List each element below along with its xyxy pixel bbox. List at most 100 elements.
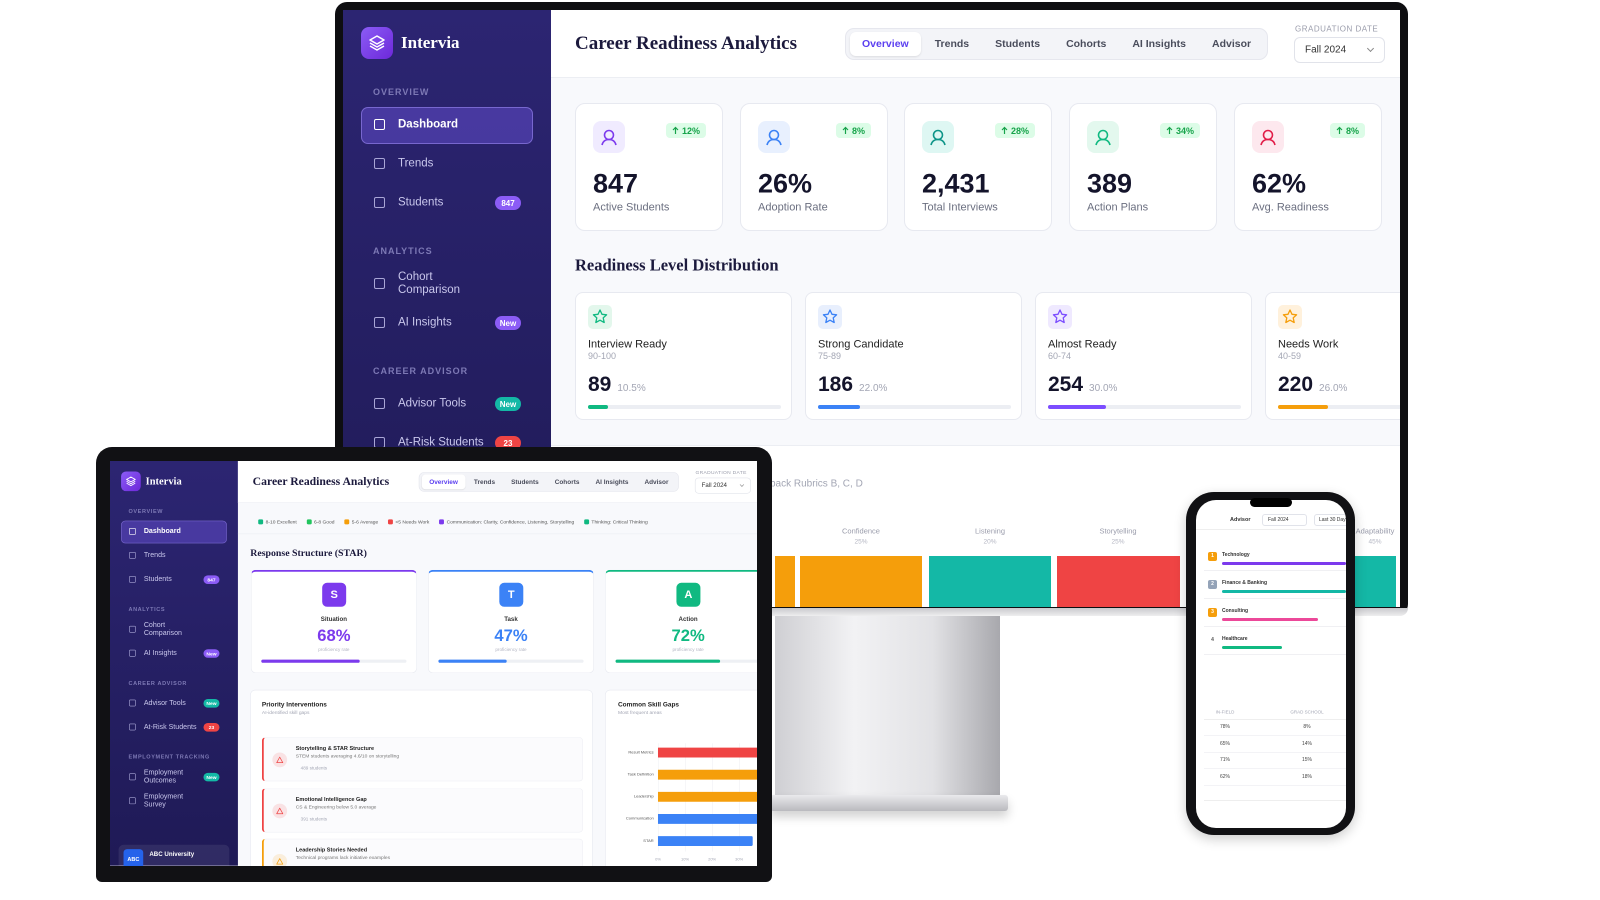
tab[interactable]: Trends [473,478,496,486]
tab[interactable]: Overview [421,474,466,490]
level-stat: 89 10.5% [588,373,646,397]
level-track [588,405,781,409]
nav-badge: 23 [495,436,521,450]
tab[interactable]: Students [511,478,539,486]
legend-item: 8-10 Excellent [258,519,297,525]
kpi-value: 26% [758,168,813,199]
nav-item[interactable]: Cohort Comparison [143,621,182,637]
legend-label: <5 Needs Work [395,519,430,525]
phone-select[interactable]: Last 30 Days [1314,514,1346,526]
card-subtitle: AI-identified skill gaps [261,709,310,716]
nav-badge: New [203,772,220,782]
icon [1282,309,1298,324]
star-name: Action [678,616,698,623]
table-cell: 15% [1301,757,1312,764]
phone-screen: Advisor Fall 2024 Last 30 Days 1 Technology 2… [1196,500,1346,828]
kpi-icon [1087,121,1119,153]
nav-icon [129,723,136,731]
tab[interactable]: Trends [934,38,970,50]
graduation-select[interactable]: Fall 2024 [1294,37,1385,63]
legend: 8-10 Excellent 6-8 Good 5-6 Average <5 Need… [258,518,648,527]
table-cell: 78% [1219,724,1230,731]
nav-heading: ANALYTICS [128,606,166,613]
nav-icon [129,625,136,633]
tab[interactable]: Students [995,38,1041,50]
tab[interactable]: Overview [850,32,921,56]
nav-item[interactable]: Dashboard [398,118,459,131]
nav-item[interactable]: Employment Survey [143,792,184,809]
laptop-content: Intervia OVERVIEW Dashboard Trends Students 8… [110,461,757,866]
phone-select[interactable]: Fall 2024 [1262,514,1307,526]
level-name: Interview Ready [588,338,667,351]
y-tick-label: Leadership [633,794,654,799]
phone-tab[interactable]: Advisor [1230,516,1251,523]
level-icon [1048,305,1072,329]
nav-item[interactable]: At-Risk Students [398,436,484,449]
industry-bar [1222,618,1318,621]
nav-badge: 23 [203,722,220,732]
row-divider [1204,654,1346,655]
alert-icon [276,807,284,815]
level-share: 22.0% [859,383,888,394]
tab[interactable]: AI Insights [1132,38,1186,50]
intervention: Storytelling & STAR Structure STEM studen… [261,737,583,782]
legend-item: <5 Needs Work [388,519,429,525]
level-share: 26.0% [1319,383,1348,394]
tab[interactable]: Cohorts [1066,38,1107,50]
star-card: T Task 47% proficiency rate [427,569,595,674]
legend-label: 6-8 Good [314,519,335,525]
kpi-change-value: 28% [1010,125,1029,136]
legend-swatch [439,519,445,525]
row-divider [1204,784,1346,786]
icon [1260,129,1276,146]
intervention-title: Emotional Intelligence Gap [295,796,367,803]
legend-label: Thinking: Critical Thinking [591,519,648,525]
level-count: 220 [1278,373,1314,396]
kpi-label: Action Plans [1087,201,1149,214]
star-bar [438,659,507,663]
kpi-change-value: 8% [1345,125,1359,136]
nav-item[interactable]: At-Risk Students [143,723,197,731]
nav-item[interactable]: AI Insights [398,316,452,329]
card-title: Priority Interventions [261,700,327,709]
tab[interactable]: Advisor [1211,38,1252,50]
nav-heading: CAREER ADVISOR [373,365,469,376]
tab[interactable]: Cohorts [554,478,580,486]
graduation-value: Fall 2024 [701,482,727,489]
kpi-icon [1252,121,1284,153]
monitor-chin [335,608,1408,616]
graduation-select[interactable]: Fall 2024 [694,477,751,494]
phone-notch [1250,498,1292,507]
row-divider [1204,768,1346,769]
nav-item[interactable]: Advisor Tools [398,397,467,410]
nav-heading: CAREER ADVISOR [128,679,187,686]
rubric-text: back Rubrics B, C, D [770,478,863,490]
star-card: A Action 72% proficiency rate [605,569,757,674]
level-card: Strong Candidate 75-89 186 22.0% [805,292,1022,420]
chevron [1366,44,1375,53]
nav-item[interactable]: Cohort Comparison [398,270,460,296]
nav-item[interactable]: Dashboard [143,527,181,536]
nav-item[interactable]: Trends [143,551,166,560]
tab[interactable]: AI Insights [595,478,629,486]
nav-item[interactable]: Employment Outcomes [143,768,184,785]
industry-name: Finance & Banking [1222,580,1268,587]
nav-item[interactable]: Students [143,575,172,584]
nav-item[interactable]: Students [398,196,444,209]
alert-icon [276,858,284,865]
nav-icon [129,699,136,707]
legend-label: 5-6 Average [351,519,379,525]
table-cell: 18% [1301,773,1312,780]
nav-item[interactable]: AI Insights [143,649,177,657]
intervention-icon [272,752,288,768]
star-caption: proficiency rate [318,646,350,653]
nav-item[interactable]: Advisor Tools [143,699,186,707]
kpi-change: 12% [665,123,706,138]
nav-icon [129,649,136,657]
industry-name: Technology [1222,552,1250,559]
intervention-count: 489 students [300,765,328,771]
nav-item[interactable]: Trends [398,157,434,170]
tab[interactable]: Advisor [644,478,669,486]
y-tick-label: Task Definition [627,772,654,777]
industry-name: Consulting [1222,608,1249,615]
